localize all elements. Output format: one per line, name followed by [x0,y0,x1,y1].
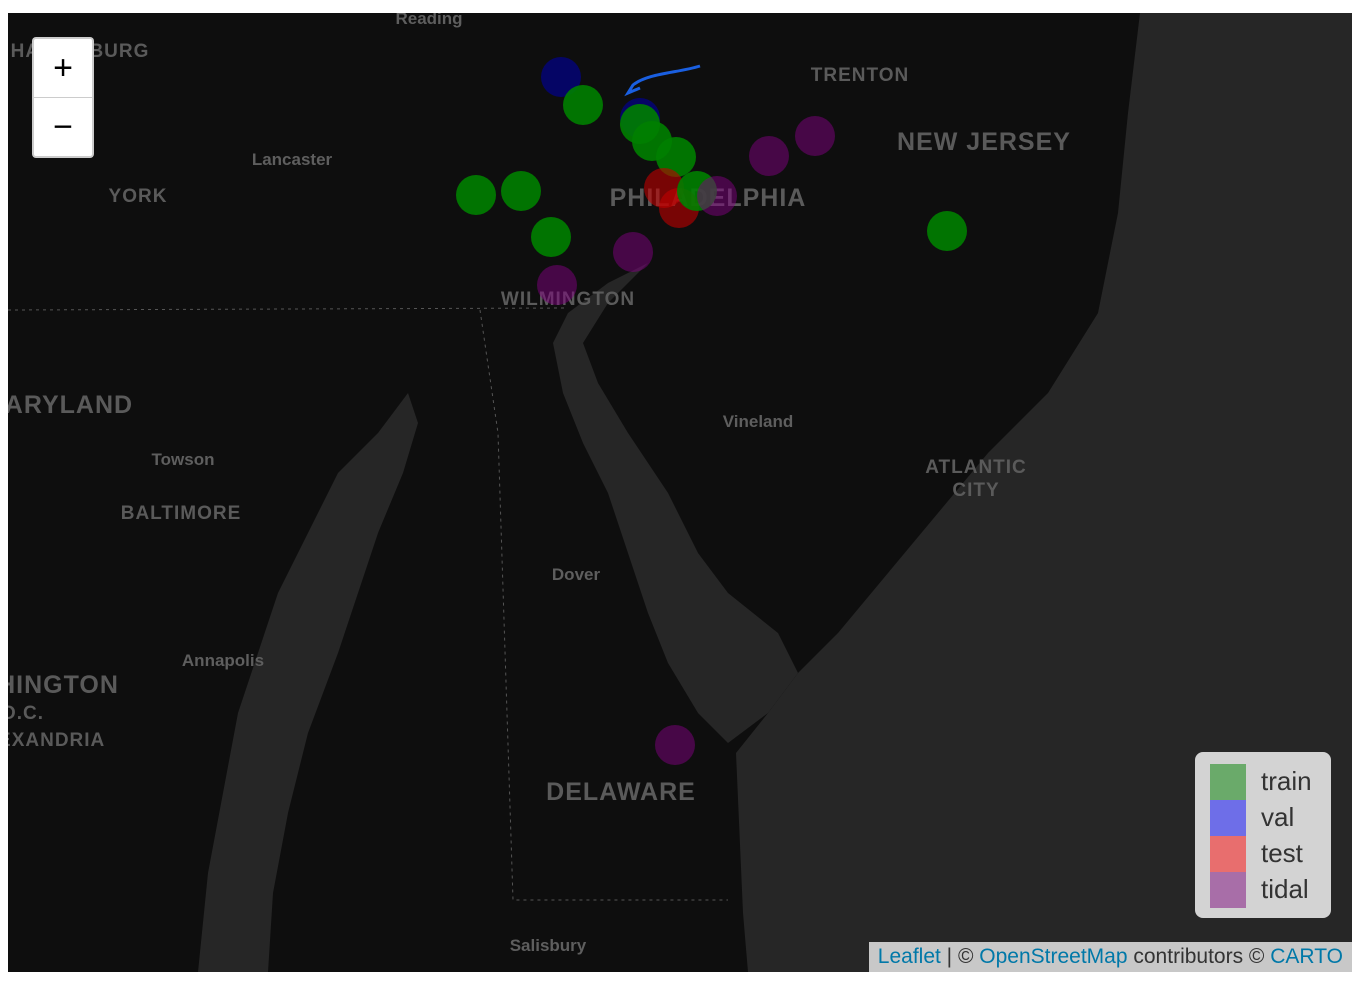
zoom-out[interactable]: − [34,97,92,156]
place-label: NEW JERSEY [897,128,1071,156]
legend-label: train [1261,766,1312,796]
legend-swatch [1210,836,1246,872]
legend-swatch [1210,764,1246,800]
marker[interactable] [456,175,496,215]
state-border [8,307,728,901]
delaware-bay [553,263,798,743]
place-label: WASHINGTON [8,671,119,699]
place-label: Annapolis [182,651,264,670]
marker[interactable] [613,232,653,272]
marker[interactable] [531,217,571,257]
place-label: ATLANTIC [925,457,1027,478]
carto-link[interactable]: CARTO [1270,945,1343,968]
legend: train val test tidal [1195,752,1331,918]
legend-label: val [1261,802,1295,832]
legend-swatch [1210,800,1246,836]
place-label: BALTIMORE [121,503,242,524]
markers [456,57,967,765]
osm-link[interactable]: OpenStreetMap [979,945,1128,968]
ocean [736,13,1352,972]
marker[interactable] [697,176,737,216]
legend-label: tidal [1261,874,1309,904]
place-label: YORK [109,186,168,207]
marker[interactable] [795,116,835,156]
place-label: Salisbury [510,936,587,955]
leaflet-link[interactable]: Leaflet [877,945,941,968]
marker[interactable] [927,211,967,251]
place-label: DELAWARE [546,778,696,806]
legend-swatch [1210,872,1246,908]
river-track [624,64,701,97]
marker[interactable] [537,265,577,305]
place-label: D.C. [8,703,44,724]
marker[interactable] [541,57,581,97]
map-tiles [8,13,1352,972]
legend-label: test [1261,838,1303,868]
place-label: CITY [952,480,999,501]
place-label: TRENTON [811,65,909,86]
place-label: Towson [152,450,215,469]
map[interactable]: Reading HARRISBURG TRENTON NEW JERSEY La… [8,13,1352,972]
attribution-text: | © [940,945,980,968]
marker[interactable] [563,85,603,125]
zoom-in[interactable]: + [53,49,73,87]
place-label: Dover [552,565,601,584]
marker[interactable] [749,136,789,176]
place-label: Lancaster [252,150,333,169]
marker[interactable] [655,725,695,765]
chesapeake-bay [198,393,418,972]
attribution-text: contributors © [1127,945,1271,968]
place-label: ALEXANDRIA [8,730,105,751]
zoom-control: + − [32,37,94,158]
place-label: Vineland [723,412,794,431]
marker[interactable] [656,137,696,177]
place-label: Reading [395,13,462,28]
attribution: Leaflet | © OpenStreetMap contributors ©… [868,942,1352,972]
place-label: MARYLAND [8,391,133,419]
marker[interactable] [501,171,541,211]
